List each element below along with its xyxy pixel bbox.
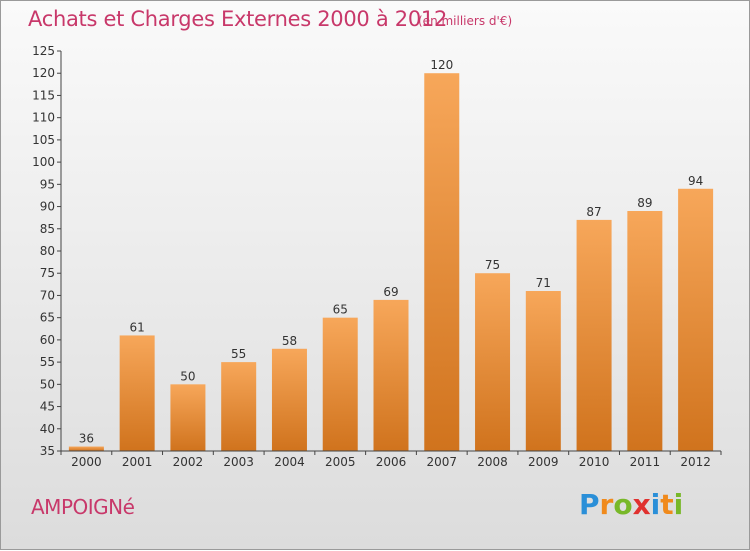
data-label-2005: 65 xyxy=(333,303,348,317)
bars: 36 61 50 55 58 65 69 120 75 71 87 89 94 xyxy=(68,58,714,451)
x-axis: 2000 2001 2002 2003 2004 2005 2006 2007 2008 2009… xyxy=(60,450,722,469)
x-tick-label-2004: 2004 xyxy=(274,455,305,469)
proxiti-logo: Proxiti xyxy=(579,488,683,521)
y-tick-label: 70 xyxy=(40,288,55,302)
x-tick-label-2009: 2009 xyxy=(528,455,559,469)
chart-title: Achats et Charges Externes 2000 à 2012 xyxy=(28,7,448,31)
data-label-2006: 69 xyxy=(383,285,398,299)
logo-letter: o xyxy=(613,488,633,521)
bar-2010 xyxy=(576,219,612,451)
y-tick-label: 90 xyxy=(40,200,55,214)
y-tick-label: 50 xyxy=(40,377,55,391)
data-label-2004: 58 xyxy=(282,334,297,348)
bar-2005 xyxy=(322,317,358,451)
data-label-2003: 55 xyxy=(231,347,246,361)
x-tick-label-2003: 2003 xyxy=(223,455,254,469)
bar-2002 xyxy=(170,384,206,451)
data-label-2011: 89 xyxy=(637,196,652,210)
x-tick-label-2005: 2005 xyxy=(325,455,356,469)
logo-letter: t xyxy=(660,488,674,521)
x-tick-label-2001: 2001 xyxy=(122,455,153,469)
x-tick-label-2008: 2008 xyxy=(477,455,508,469)
y-tick-label: 40 xyxy=(40,422,55,436)
y-tick-label: 65 xyxy=(40,311,55,325)
logo-letter: x xyxy=(632,488,651,521)
y-axis: 35 40 45 50 55 60 65 70 75 80 85 90 95 100 105 110 115 12… xyxy=(32,44,62,458)
data-label-2010: 87 xyxy=(586,205,601,219)
data-label-2001: 61 xyxy=(130,320,145,334)
logo-letter: r xyxy=(599,488,614,521)
y-tick-label: 80 xyxy=(40,244,55,258)
y-tick-label: 45 xyxy=(40,400,55,414)
bar-2009 xyxy=(525,291,561,451)
bar-2008 xyxy=(475,273,511,451)
bar-2000 xyxy=(68,446,104,451)
logo-letter: i xyxy=(673,488,684,521)
y-tick-label: 120 xyxy=(32,66,55,80)
data-label-2009: 71 xyxy=(536,276,551,290)
x-tick-label-2006: 2006 xyxy=(376,455,407,469)
y-tick-label: 100 xyxy=(32,155,55,169)
logo-letter: i xyxy=(650,488,661,521)
bar-2011 xyxy=(627,211,663,451)
data-label-2007: 120 xyxy=(430,58,453,72)
data-label-2012: 94 xyxy=(688,174,703,188)
y-tick-label: 60 xyxy=(40,333,55,347)
bar-2007 xyxy=(424,73,460,451)
x-tick-label-2000: 2000 xyxy=(71,455,102,469)
x-tick-label-2011: 2011 xyxy=(630,455,661,469)
data-label-2000: 36 xyxy=(79,432,94,446)
x-tick-label-2007: 2007 xyxy=(426,455,457,469)
data-label-2008: 75 xyxy=(485,258,500,272)
x-tick-label-2002: 2002 xyxy=(173,455,204,469)
bar-2003 xyxy=(221,362,257,451)
unit-note: (en milliers d'€) xyxy=(418,14,513,28)
y-tick-label: 55 xyxy=(40,355,55,369)
y-tick-label: 75 xyxy=(40,266,55,280)
logo-letter: P xyxy=(579,488,600,521)
y-tick-label: 110 xyxy=(32,111,55,125)
bar-2001 xyxy=(119,335,155,451)
bar-2006 xyxy=(373,299,409,451)
y-tick-label: 85 xyxy=(40,222,55,236)
y-tick-label: 105 xyxy=(32,133,55,147)
y-tick-label: 95 xyxy=(40,177,55,191)
data-label-2002: 50 xyxy=(180,369,195,383)
bar-2012 xyxy=(678,188,714,451)
x-tick-label-2012: 2012 xyxy=(680,455,711,469)
y-tick-label: 35 xyxy=(40,444,55,458)
commune-name: AMPOIGNé xyxy=(31,495,135,519)
x-tick-label-2010: 2010 xyxy=(579,455,610,469)
y-tick-label: 115 xyxy=(32,88,55,102)
bar-2004 xyxy=(271,348,307,451)
y-tick-label: 125 xyxy=(32,44,55,58)
